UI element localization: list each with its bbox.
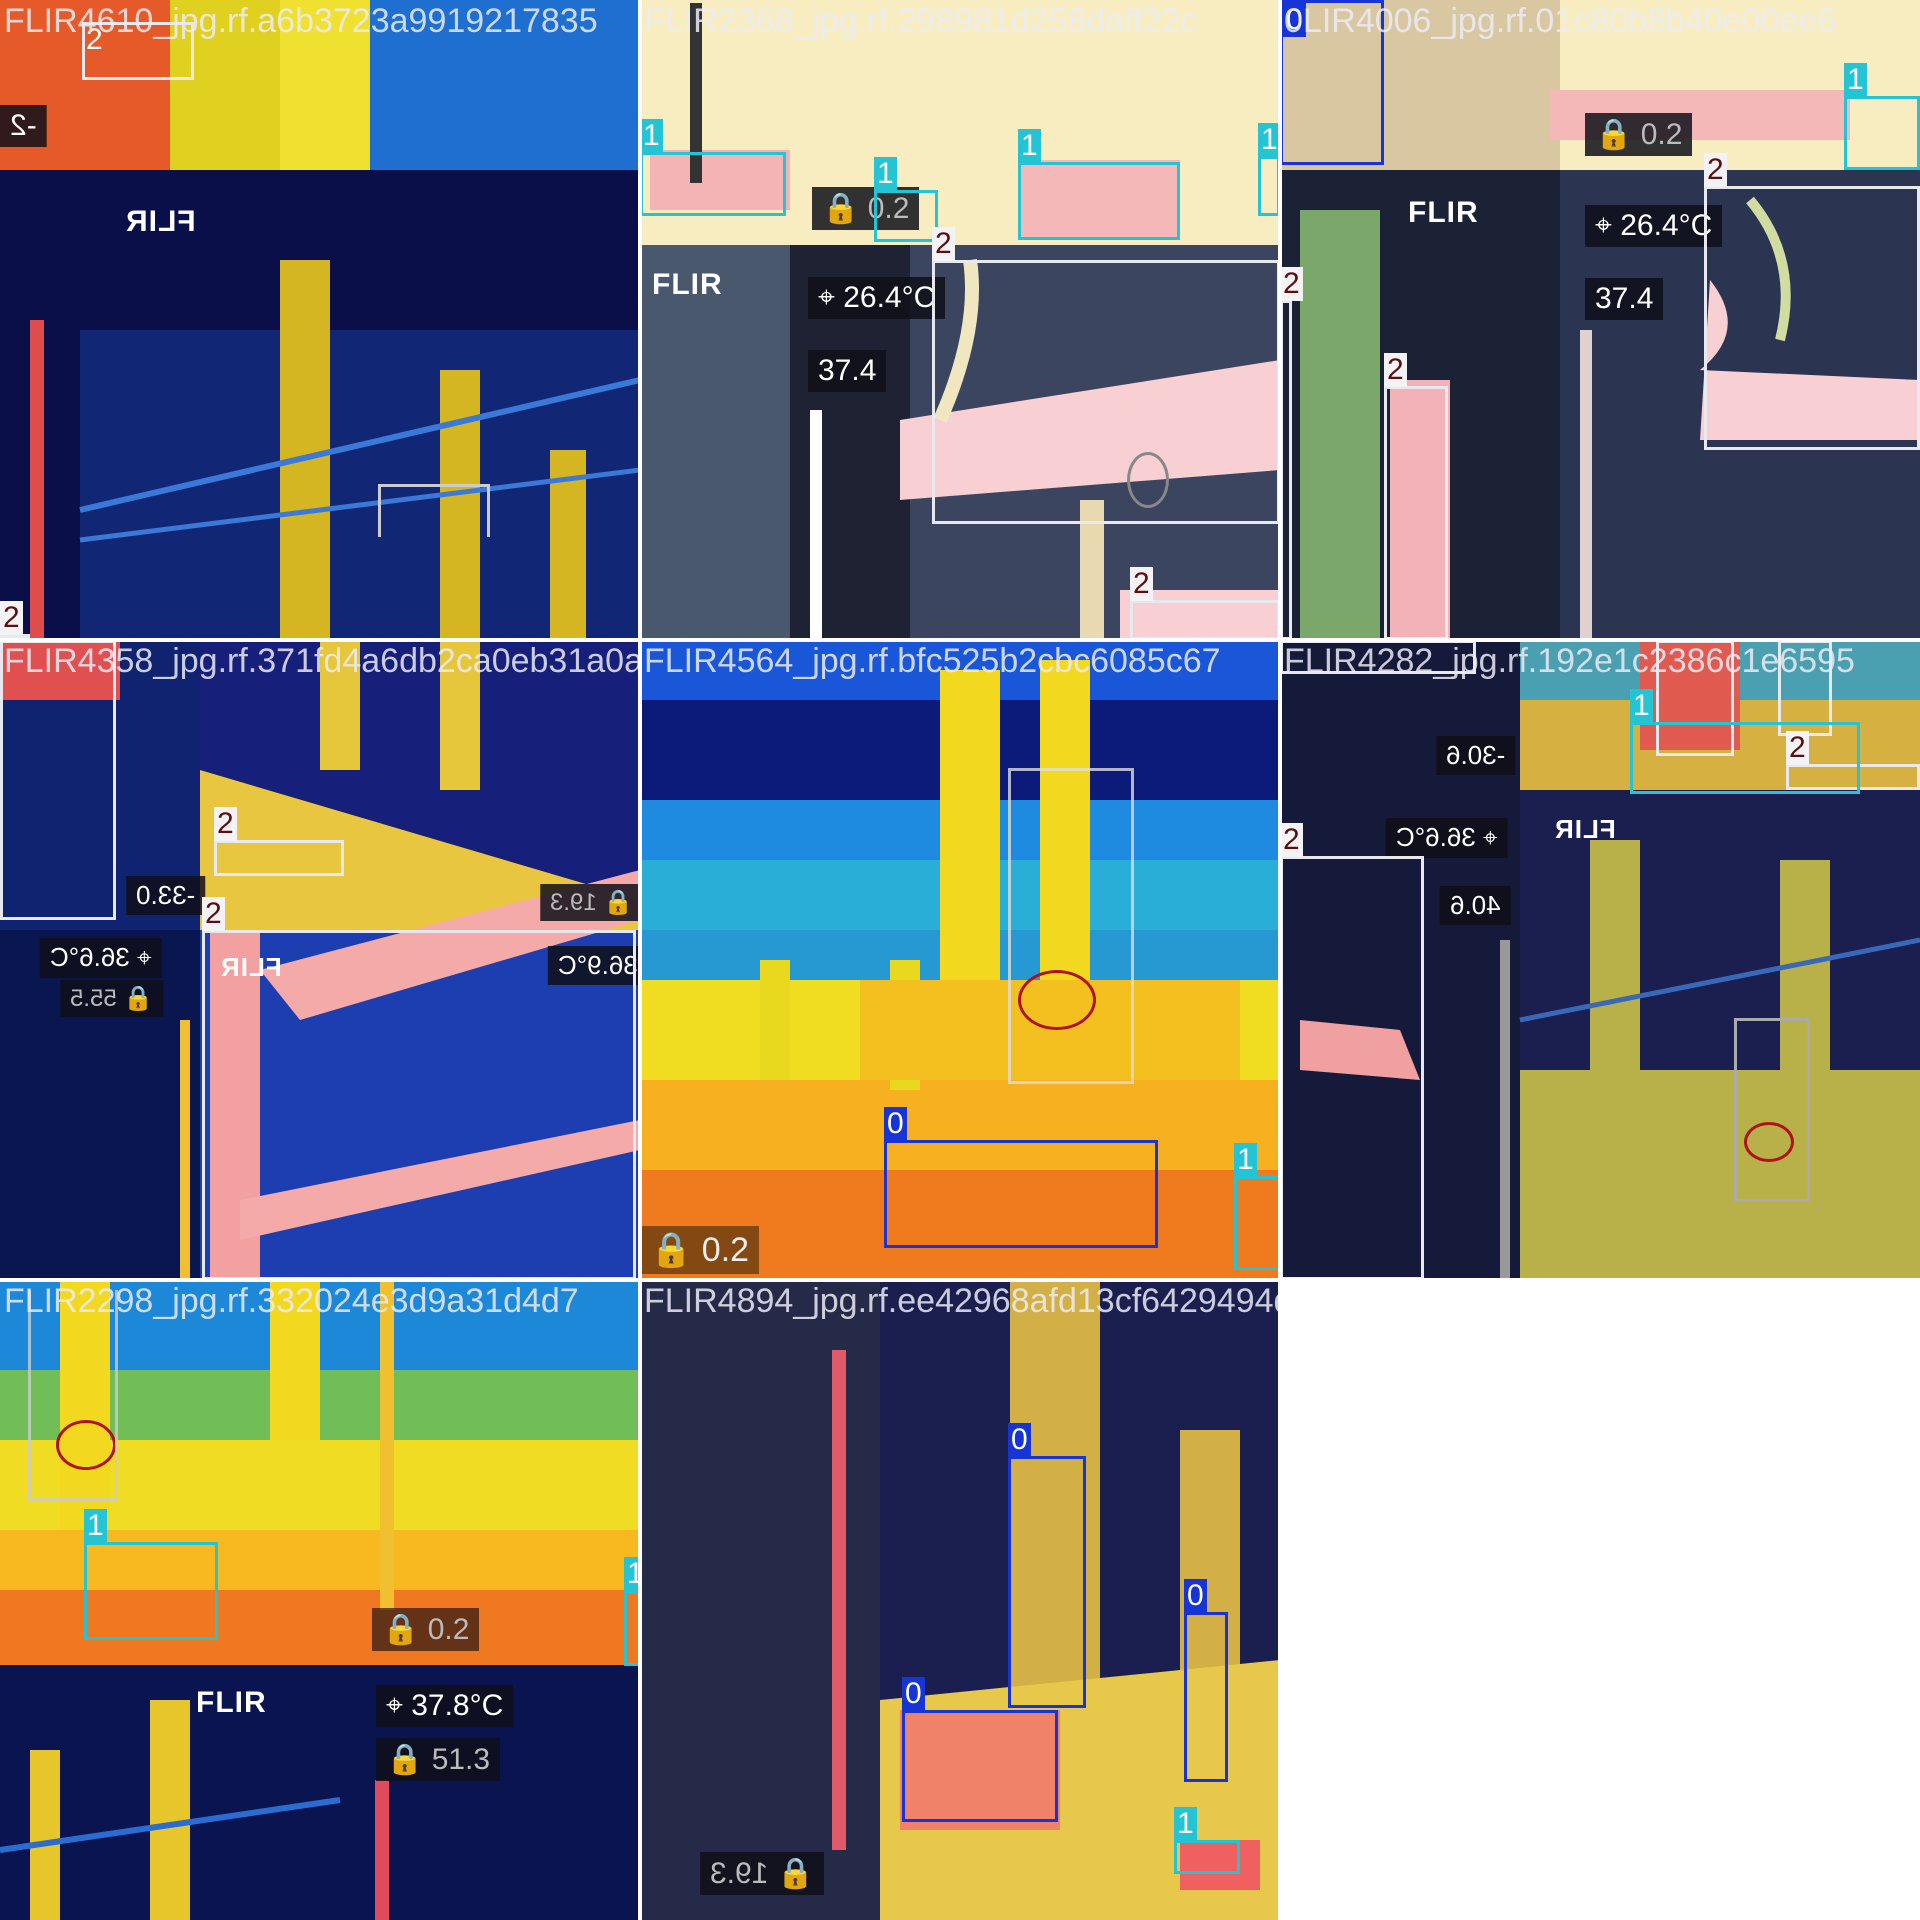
flir-logo: FLIR <box>1554 814 1616 844</box>
lock-readout: 🔒 55.5 <box>60 980 164 1017</box>
image-caption: FLIR4894_jpg.rf.ee42968afd13cf6429494db7 <box>644 1282 1280 1320</box>
tile-flir4006: FLIR ⌖ 26.4°C 37.4 🔒 0.2 0 1 2 2 2 0LIR4… <box>1280 0 1920 640</box>
image-caption: 0LIR4006_jpg.rf.01c80b8b40e00ee6 <box>1284 2 1837 40</box>
thermal-image <box>0 640 640 1280</box>
box-class-1[interactable]: 1 <box>1174 1807 1240 1874</box>
image-caption: FLIR4358_jpg.rf.371fd4a6db2ca0eb31a0a455 <box>4 642 640 680</box>
box-class-1[interactable]: 1 <box>1234 1143 1280 1270</box>
scale-max-readout: 40.6 <box>1440 886 1511 925</box>
box-class-1[interactable]: 1 <box>1630 689 1860 794</box>
temp-readout: ⌖ 37.8°C <box>376 1685 514 1727</box>
box-class-2[interactable]: 2 <box>0 601 30 640</box>
box-class-0[interactable]: 0 <box>1184 1579 1228 1782</box>
tile-flir2298: FLIR ⌖ 37.8°C 🔒 51.3 🔒 0.2 1 1 FLIR2298_… <box>0 1280 640 1920</box>
lock-readout: 🔒 0.2 <box>372 1608 480 1651</box>
image-caption: FLIR2298_jpg.rf.332024e3d9a31d4d7 <box>4 1282 579 1320</box>
flir-logo: FLIR <box>1408 196 1479 229</box>
tile-divider <box>0 1278 1920 1282</box>
box-class-1[interactable]: 1 <box>1844 63 1920 170</box>
target-bracket <box>378 484 490 537</box>
lock-readout: 🔒 0.2 <box>812 187 920 230</box>
box-class-2[interactable]: 2 <box>82 22 194 80</box>
box-class-2[interactable]: 2 <box>1280 823 1424 1280</box>
box-class-0[interactable]: 0 <box>884 1107 1158 1248</box>
box-class-0[interactable]: 0 <box>1008 1423 1086 1708</box>
tile-flir4564: 🔒 0.2 0 1 FLIR4564_jpg.rf.bfc525b2cbc608… <box>640 640 1280 1280</box>
box-class-1[interactable]: 1 <box>874 157 938 242</box>
crosshair-icon <box>56 1420 116 1470</box>
scale-min-readout: -30.6 <box>1436 736 1516 775</box>
tile-flir2368: FLIR ⌖ 26.4°C 37.4 🔒 0.2 1 1 1 1 2 2 FLI… <box>640 0 1280 640</box>
tile-flir4282: FLIR ⌖ 36.6°C 40.6 -30.6 2 2 2 2 1 2 FLI… <box>1280 640 1920 1280</box>
target-bracket <box>1008 768 1134 1084</box>
flir-logo: FLIR <box>125 205 196 238</box>
crosshair-icon <box>1744 1122 1794 1162</box>
lock-readout: 🔒 0.2 <box>640 1226 760 1274</box>
temp-readout: ⌖ 26.4°C <box>808 277 946 319</box>
scale-max-readout: 37.4 <box>808 350 887 392</box>
scale-min-readout: -33.0 <box>126 876 206 915</box>
box-class-2[interactable]: 2 <box>0 640 116 920</box>
target-bracket <box>1734 1018 1810 1202</box>
tile-flir4610: FLIR -2 2 2 FLIR4610_jpg.rf.a6b3723a9919… <box>0 0 640 640</box>
box-class-2[interactable]: 2 <box>202 897 636 1280</box>
empty-slot <box>1282 1282 1920 1920</box>
crosshair-icon <box>1018 970 1096 1030</box>
tile-flir4358: ⌖ 36.6°C 🔒 55.5 -33.0 🔒 19.3 36.9°C FLIR… <box>0 640 640 1280</box>
box-class-1[interactable]: 1 <box>1018 129 1180 240</box>
lock-readout: 🔒 0.2 <box>1585 113 1693 156</box>
image-caption: FLIR4610_jpg.rf.a6b3723a9919217835 <box>4 2 598 40</box>
image-caption: FLIR4282_jpg.rf.192e1c2386c1e6595 <box>1284 642 1855 680</box>
lock-readout: 🔒 19.3 <box>540 884 640 921</box>
thermal-image <box>640 1280 1280 1920</box>
temp-readout: ⌖ 26.4°C <box>1585 205 1723 247</box>
image-caption: FLIR4564_jpg.rf.bfc525b2cbc6085c67 <box>644 642 1221 680</box>
temp-readout: ⌖ 36.6°C <box>40 938 162 978</box>
box-class-1[interactable]: 1 <box>1258 123 1280 216</box>
target-bracket <box>28 1290 118 1501</box>
lock-readout: 🔒 51.3 <box>376 1738 501 1781</box>
flir-logo: FLIR <box>196 1686 267 1719</box>
flir-logo: FLIR <box>652 268 723 301</box>
tile-divider <box>0 638 1920 642</box>
tile-divider <box>638 0 642 1920</box>
tile-divider <box>1278 0 1282 1920</box>
box-class-2[interactable]: 2 <box>214 807 344 876</box>
box-class-1[interactable]: 1 <box>640 119 786 216</box>
thermal-image <box>0 0 640 640</box>
image-caption: FLIR2368_jpg.rf.298981d258daff22c <box>644 2 1198 40</box>
thermal-image <box>0 1280 640 1920</box>
box-class-2[interactable]: 2 <box>932 227 1280 524</box>
box-class-2[interactable]: 2 <box>1130 567 1280 640</box>
box-class-2[interactable]: 2 <box>1786 731 1920 790</box>
box-class-1[interactable]: 1 <box>84 1509 218 1640</box>
thermal-image <box>640 0 1280 640</box>
crosshair-icon <box>1127 452 1169 508</box>
box-class-2[interactable]: 2 <box>1704 153 1920 450</box>
lock-readout: 🔒 19.3 <box>700 1852 825 1895</box>
temp-min-readout: -2 <box>0 105 47 147</box>
box-class-2[interactable]: 2 <box>1384 353 1448 640</box>
temp-readout: ⌖ 36.6°C <box>1386 818 1508 858</box>
scale-max-readout: 37.4 <box>1585 278 1664 320</box>
box-class-0[interactable]: 0 <box>902 1677 1058 1822</box>
tile-flir4894: 🔒 19.3 0 0 0 1 FLIR4894_jpg.rf.ee42968af… <box>640 1280 1280 1920</box>
